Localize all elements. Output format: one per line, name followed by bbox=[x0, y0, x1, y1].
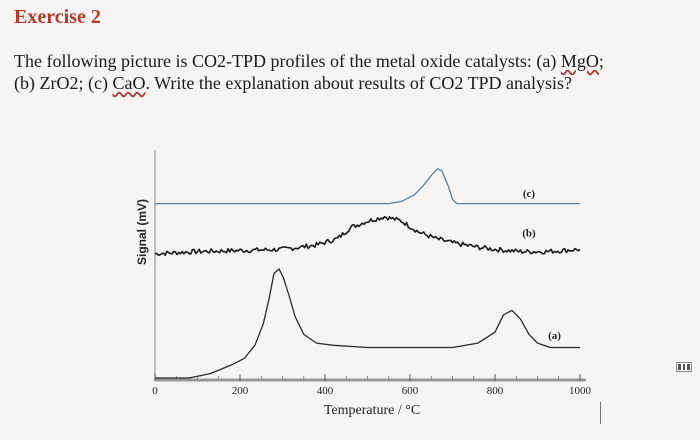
series-line-c bbox=[155, 168, 580, 205]
question-line-2: (b) ZrO2; (c) CaO. Write the explanation… bbox=[14, 72, 694, 94]
x-tick-label-1000: 1000 bbox=[569, 385, 592, 397]
x-tick-label-800: 800 bbox=[487, 385, 504, 397]
x-tick-label-0: 0 bbox=[152, 385, 158, 397]
text-cursor bbox=[600, 402, 601, 424]
y-axis-label: Signal (mV) bbox=[135, 199, 149, 265]
x-axis-label: Temperature / °C bbox=[324, 403, 420, 418]
grid-icon bbox=[676, 362, 692, 372]
question-line-1-part-a: The following picture is CO2-TPD profile… bbox=[14, 51, 561, 71]
exercise-title: Exercise 2 bbox=[14, 6, 101, 28]
series-annotation-0: (c) bbox=[523, 188, 536, 200]
x-tick-label-200: 200 bbox=[232, 385, 249, 397]
mgo-text: MgO bbox=[560, 51, 599, 71]
x-tick-label-400: 400 bbox=[317, 385, 334, 397]
question-line-2-part-b: . Write the explanation about results of… bbox=[145, 73, 573, 93]
question-line-1-part-b: ; bbox=[598, 51, 604, 71]
series-annotation-1: (b) bbox=[522, 227, 536, 239]
x-tick-label-600: 600 bbox=[402, 385, 419, 397]
question-line-2-part-a: (b) ZrO2; (c) bbox=[14, 73, 113, 93]
question-line-1: The following picture is CO2-TPD profile… bbox=[14, 50, 694, 72]
question-text: The following picture is CO2-TPD profile… bbox=[14, 50, 694, 94]
series-line-a bbox=[155, 268, 580, 379]
cao-text: CaO bbox=[112, 73, 146, 93]
series-line-b bbox=[154, 216, 581, 257]
series-annotation-2: (a) bbox=[548, 330, 561, 342]
